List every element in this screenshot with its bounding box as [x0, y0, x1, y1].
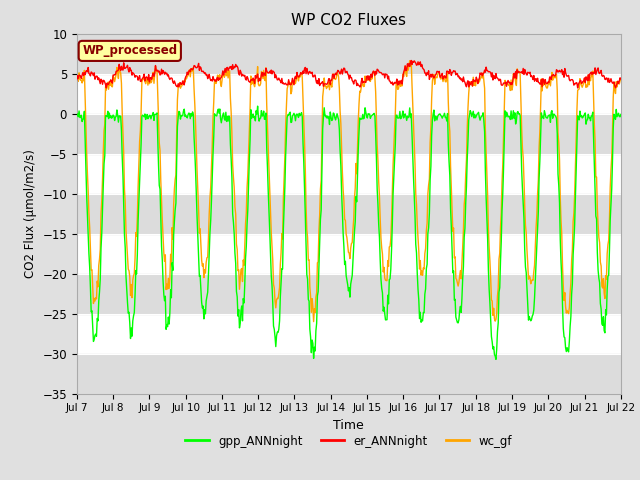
wc_gf: [310, 319, 317, 324]
Bar: [77, 34, 621, 73]
wc_gf: [417, 258, 424, 264]
gpp_ANNnight: [431, 113, 439, 119]
gpp_ANNnight: [492, 357, 500, 362]
wc_gf: [617, 77, 625, 83]
gpp_ANNnight: [416, 316, 424, 322]
gpp_ANNnight: [617, 111, 625, 117]
gpp_ANNnight: [194, 235, 202, 240]
wc_gf: [139, 77, 147, 83]
er_ANNnight: [433, 71, 440, 77]
Line: gpp_ANNnight: gpp_ANNnight: [77, 106, 621, 360]
gpp_ANNnight: [83, 192, 90, 198]
gpp_ANNnight: [139, 112, 147, 118]
wc_gf: [73, 78, 81, 84]
Y-axis label: CO2 Flux (μmol/m2/s): CO2 Flux (μmol/m2/s): [24, 149, 36, 278]
er_ANNnight: [617, 76, 625, 82]
Bar: [77, 354, 621, 394]
er_ANNnight: [140, 74, 147, 80]
er_ANNnight: [417, 59, 424, 65]
wc_gf: [433, 74, 440, 80]
er_ANNnight: [223, 64, 231, 70]
wc_gf: [83, 149, 90, 155]
er_ANNnight: [195, 60, 202, 66]
wc_gf: [223, 73, 230, 79]
gpp_ANNnight: [254, 103, 262, 109]
er_ANNnight: [408, 58, 415, 63]
Bar: [77, 114, 621, 154]
Line: wc_gf: wc_gf: [77, 60, 621, 322]
gpp_ANNnight: [223, 119, 230, 124]
er_ANNnight: [73, 77, 81, 83]
Legend: gpp_ANNnight, er_ANNnight, wc_gf: gpp_ANNnight, er_ANNnight, wc_gf: [180, 430, 517, 453]
Bar: [77, 274, 621, 313]
Text: WP_processed: WP_processed: [82, 44, 177, 58]
er_ANNnight: [83, 68, 90, 73]
Title: WP CO2 Fluxes: WP CO2 Fluxes: [291, 13, 406, 28]
Bar: [77, 193, 621, 234]
wc_gf: [406, 58, 413, 63]
Line: er_ANNnight: er_ANNnight: [77, 60, 621, 88]
gpp_ANNnight: [73, 111, 81, 117]
er_ANNnight: [102, 85, 110, 91]
wc_gf: [194, 187, 202, 193]
X-axis label: Time: Time: [333, 419, 364, 432]
